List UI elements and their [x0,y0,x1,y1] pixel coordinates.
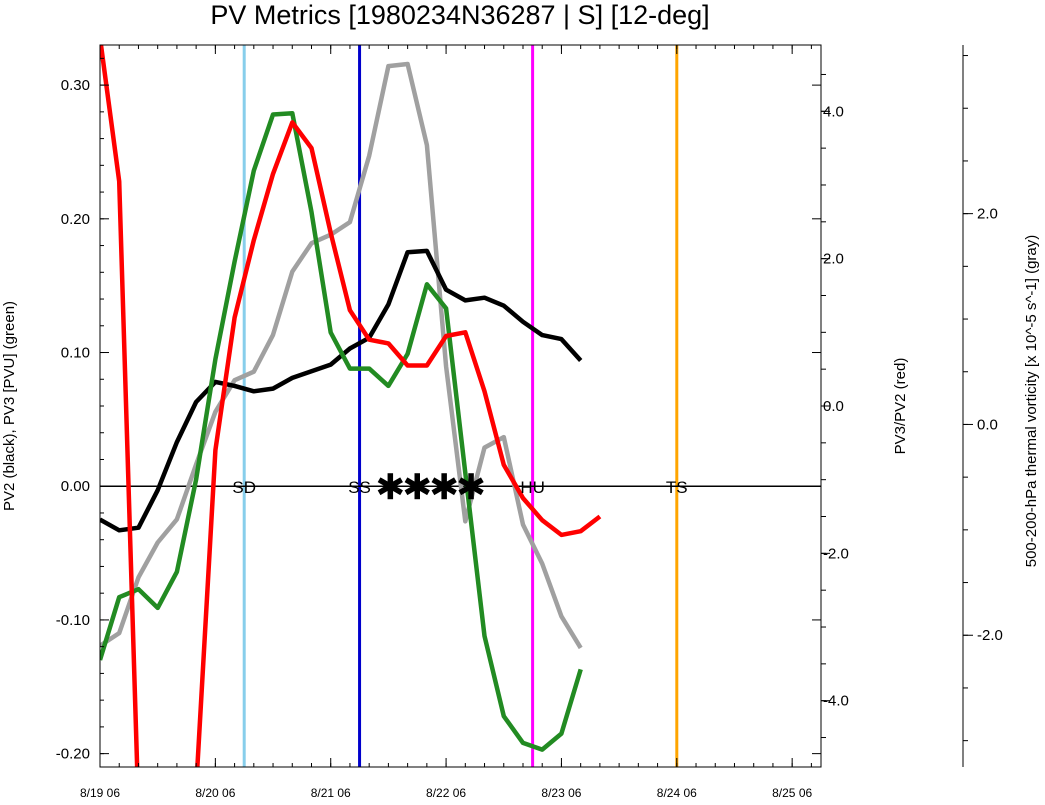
left-tick-label: 0.20 [61,211,90,228]
event-label-ss: SS [348,478,371,497]
star-marker [377,473,403,500]
event-lines [242,45,679,767]
series-line-pv3 [100,110,583,752]
left-tick-label: 0.30 [61,77,90,94]
right-tick-label: -4.0 [823,693,849,710]
outer-tick-label: -2.0 [977,627,1003,644]
outer-tick-label: 2.0 [977,206,998,223]
left-tick-label: 0.10 [61,345,90,362]
x-tick-label: 8/22 06 [426,786,466,800]
outer-axis: -2.0 0.0 2.0 [962,45,1003,767]
x-tick-label: 8/24 06 [657,786,697,800]
event-labels: SD SS HU TS [232,478,687,497]
star-marker [404,473,430,500]
star-markers [377,473,484,500]
right-tick-label: 2.0 [823,251,844,268]
x-tick-label: 8/23 06 [541,786,581,800]
right-tick-label: -2.0 [823,545,849,562]
chart-title: PV Metrics [1980234N36287 | S] [12-deg] [210,0,709,30]
event-label-hu: HU [520,478,545,497]
star-marker [458,473,484,500]
series-line-pv2 [100,248,583,533]
x-tick-label: 8/19 06 [80,786,120,800]
series-line-pv3-pv2 [100,45,140,767]
star-marker [431,473,457,500]
right-axis-title: PV3/PV2 (red) [892,358,909,455]
left-tick-label: -0.20 [56,746,90,763]
right-axis: -4.0 -2.0 0.0 2.0 4.0 [821,73,849,739]
left-axis: -0.20 -0.10 0.00 0.10 0.20 0.30 [56,57,821,763]
series-layer [100,45,602,767]
event-label-ts: TS [666,478,688,497]
right-tick-label: 4.0 [823,103,844,120]
x-tick-label: 8/25 06 [772,786,812,800]
x-tick-label: 8/21 06 [311,786,351,800]
bottom-axis: 8/19 06 8/20 06 8/21 06 8/22 06 8/23 06 8/24 … [80,45,812,800]
left-tick-label: -0.10 [56,612,90,629]
outer-axis-title: 500-200-hPa thermal vorticity [x 10^-5 s… [1023,235,1040,568]
left-tick-label: 0.00 [61,478,90,495]
left-axis-title: PV2 (black), PV3 [PVU] (green) [1,301,18,511]
series-line-thermal-vorticity [100,61,583,650]
right-tick-label: 0.0 [823,398,844,415]
event-label-sd: SD [232,478,256,497]
x-tick-label: 8/20 06 [195,786,235,800]
outer-tick-label: 0.0 [977,416,998,433]
series-line-pv3-pv2 [195,120,602,767]
